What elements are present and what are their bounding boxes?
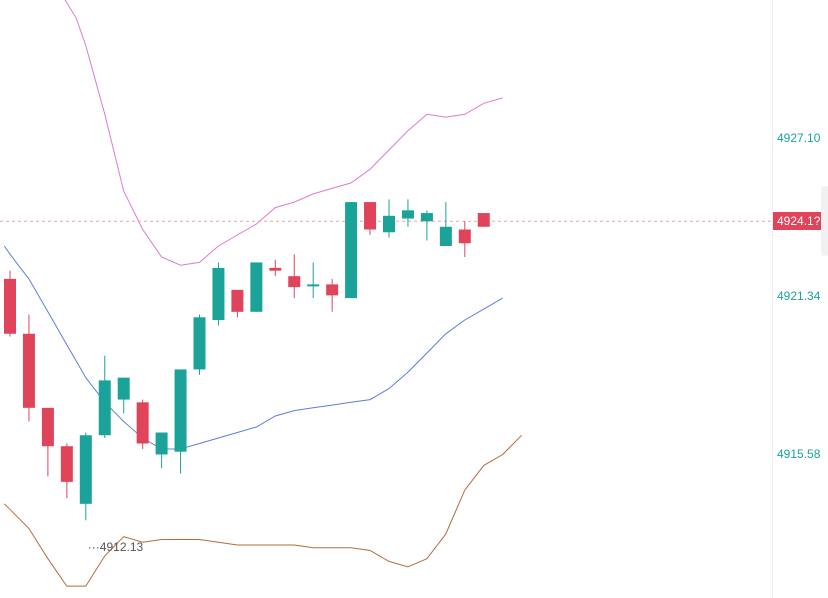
candle [22,314,35,422]
candle [212,262,225,326]
candle-body [401,210,414,219]
candle [477,213,490,227]
current-price-badge: 4924.1? [773,212,828,231]
candle [193,314,206,375]
candle-body [269,267,282,271]
candle [326,278,339,312]
candle [79,432,92,521]
candle-body [98,380,111,436]
candle-body [136,402,149,444]
candle-body [193,317,206,370]
candle [307,262,320,299]
candle [439,202,452,246]
candle-body [326,284,339,296]
candle-body [458,229,471,244]
candle-body [231,289,244,312]
y-tick-label: 4921.34 [777,289,821,303]
candle-body [307,284,320,287]
upper-band-line [64,0,503,266]
candle-body [41,407,54,447]
candle-body [364,202,377,230]
chart-area[interactable]: ···4912.13 [0,0,772,598]
candle-body [117,377,130,400]
price-axis[interactable]: 4927.10 4921.34 4915.58 4924.1? [772,0,828,598]
low-price-marker: ··· [87,539,100,554]
candle [231,289,244,318]
candle [364,202,377,236]
candle [174,369,187,474]
candle-body [439,226,452,246]
candle [250,262,263,312]
candle-body [212,267,225,321]
candle-body [79,435,92,504]
candle-body [4,278,16,334]
candle-body [477,213,490,227]
candle [458,221,471,257]
candle-body [60,446,73,482]
candle [60,443,73,499]
candle-body [155,432,168,455]
bollinger-bands [3,0,522,587]
candle [98,355,111,438]
candle [420,210,433,241]
y-tick-label: 4927.10 [777,131,821,145]
candle [4,270,16,337]
middle-band-line [3,245,503,450]
candle [155,432,168,469]
low-price-annotation: ···4912.13 [88,540,143,554]
lower-band-line [3,434,522,587]
low-price-label: 4912.13 [99,539,144,554]
candle [136,399,149,449]
candle-body [288,276,301,288]
candlestick-chart[interactable] [0,0,772,598]
candles [4,199,490,521]
y-tick-label: 4915.58 [777,447,821,461]
candle-body [345,202,358,299]
candle-body [250,262,263,312]
candle [41,407,54,477]
candle [288,254,301,299]
candle-body [383,215,395,233]
candle-body [22,333,35,408]
axis-scroll-handle[interactable] [821,186,828,256]
candle [345,202,358,299]
candle-body [420,213,433,222]
candle [383,199,395,238]
candle-body [174,369,187,452]
candle [117,377,130,414]
candle [269,259,282,277]
candle [401,199,414,227]
